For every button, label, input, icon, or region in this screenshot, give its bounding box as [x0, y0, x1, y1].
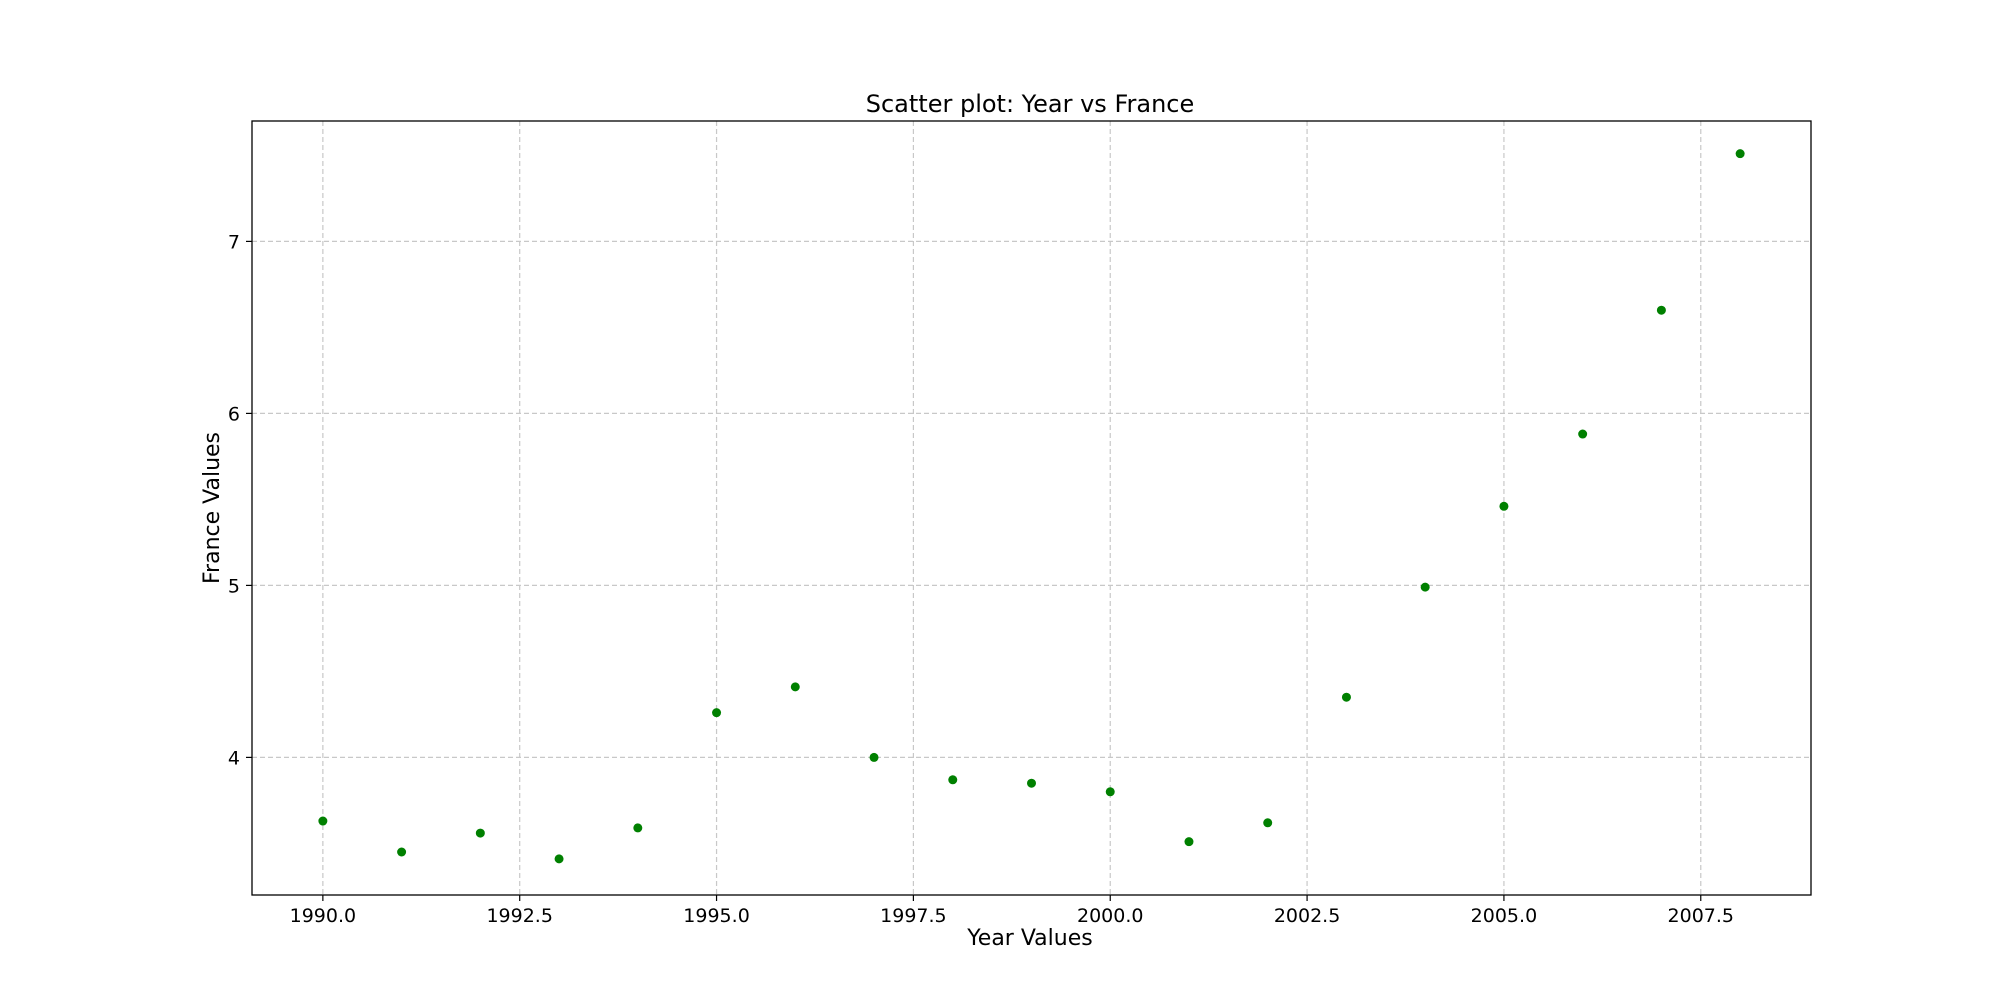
data-point — [1578, 429, 1588, 439]
data-point — [397, 847, 407, 857]
data-point — [948, 775, 958, 785]
x-tick-label: 1997.5 — [880, 905, 946, 927]
data-point — [554, 854, 564, 864]
data-point — [790, 682, 800, 692]
data-point — [1499, 501, 1509, 511]
x-tick-label: 1990.0 — [290, 905, 356, 927]
data-point — [712, 708, 722, 718]
x-axis-label: Year Values — [966, 926, 1092, 951]
data-point — [1656, 305, 1666, 315]
y-axis-label: France Values — [200, 432, 225, 584]
chart-title: Scatter plot: Year vs France — [866, 90, 1195, 118]
y-tick-label: 7 — [228, 231, 240, 253]
data-point — [1735, 149, 1745, 159]
data-point — [633, 823, 643, 833]
data-point — [869, 752, 879, 762]
data-point — [475, 828, 485, 838]
ticks-layer: 1990.0 1992.5 1995.0 1997.5 2000.0 2002.5 2005… — [228, 231, 1734, 927]
x-tick-label: 1995.0 — [683, 905, 749, 927]
data-point — [1027, 778, 1036, 788]
data-point — [1420, 582, 1430, 592]
y-tick-label: 6 — [228, 403, 240, 425]
x-tick-label: 2007.5 — [1668, 905, 1734, 927]
y-tick-label: 4 — [228, 747, 240, 769]
data-point — [1341, 692, 1351, 702]
x-tick-label: 2000.0 — [1077, 905, 1143, 927]
data-point — [1263, 818, 1273, 828]
data-point — [1105, 787, 1115, 797]
x-tick-label: 1992.5 — [486, 905, 552, 927]
points-layer — [318, 149, 1745, 864]
x-tick-label: 2002.5 — [1274, 905, 1340, 927]
x-tick-label: 2005.0 — [1471, 905, 1537, 927]
y-tick-label: 5 — [228, 575, 240, 597]
grid-layer — [252, 121, 1811, 895]
data-point — [318, 816, 328, 826]
data-point — [1184, 837, 1194, 847]
plot-area-frame — [251, 120, 1812, 896]
